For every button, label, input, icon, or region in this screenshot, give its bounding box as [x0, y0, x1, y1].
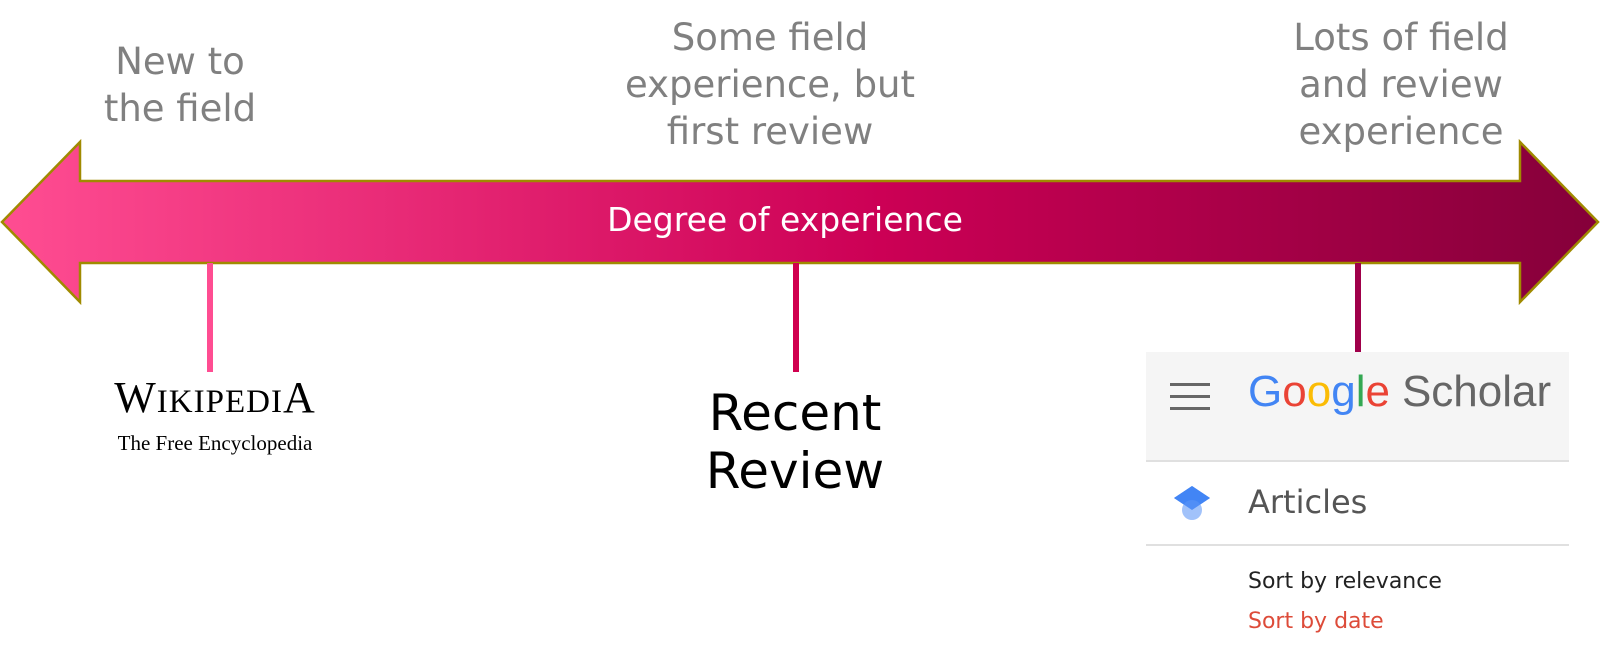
recent-review-label: Recent Review — [705, 384, 885, 500]
hamburger-menu-icon[interactable] — [1170, 383, 1210, 411]
sort-by-date-link[interactable]: Sort by date — [1248, 609, 1384, 634]
sort-by-relevance-link[interactable]: Sort by relevance — [1248, 569, 1442, 594]
scholar-wordmark: Scholar — [1401, 367, 1552, 416]
arrow-label: Degree of experience — [607, 200, 963, 239]
stage-label-some: Some field experience, but first review — [624, 16, 916, 153]
articles-label: Articles — [1248, 483, 1368, 521]
articles-menu-item[interactable]: Articles — [1146, 462, 1569, 546]
google-scholar-header[interactable]: Google Scholar — [1146, 352, 1569, 462]
google-scholar-logo[interactable]: Google Scholar — [1248, 363, 1551, 421]
wikipedia-wordmark: WIKIPEDIA — [114, 373, 316, 422]
google-scholar-panel: Google Scholar Articles Sort by relevance… — [1146, 352, 1569, 652]
google-wordmark: Google — [1248, 367, 1390, 416]
wikipedia-tagline: The Free Encyclopedia — [117, 431, 313, 455]
wikipedia-logo: WIKIPEDIA The Free Encyclopedia — [80, 372, 350, 456]
graduation-cap-icon — [1174, 486, 1210, 520]
stage-label-new: New to the field — [103, 40, 257, 130]
double-headed-arrow — [0, 138, 1600, 306]
stage-label-lots: Lots of field and review experience — [1293, 16, 1509, 153]
